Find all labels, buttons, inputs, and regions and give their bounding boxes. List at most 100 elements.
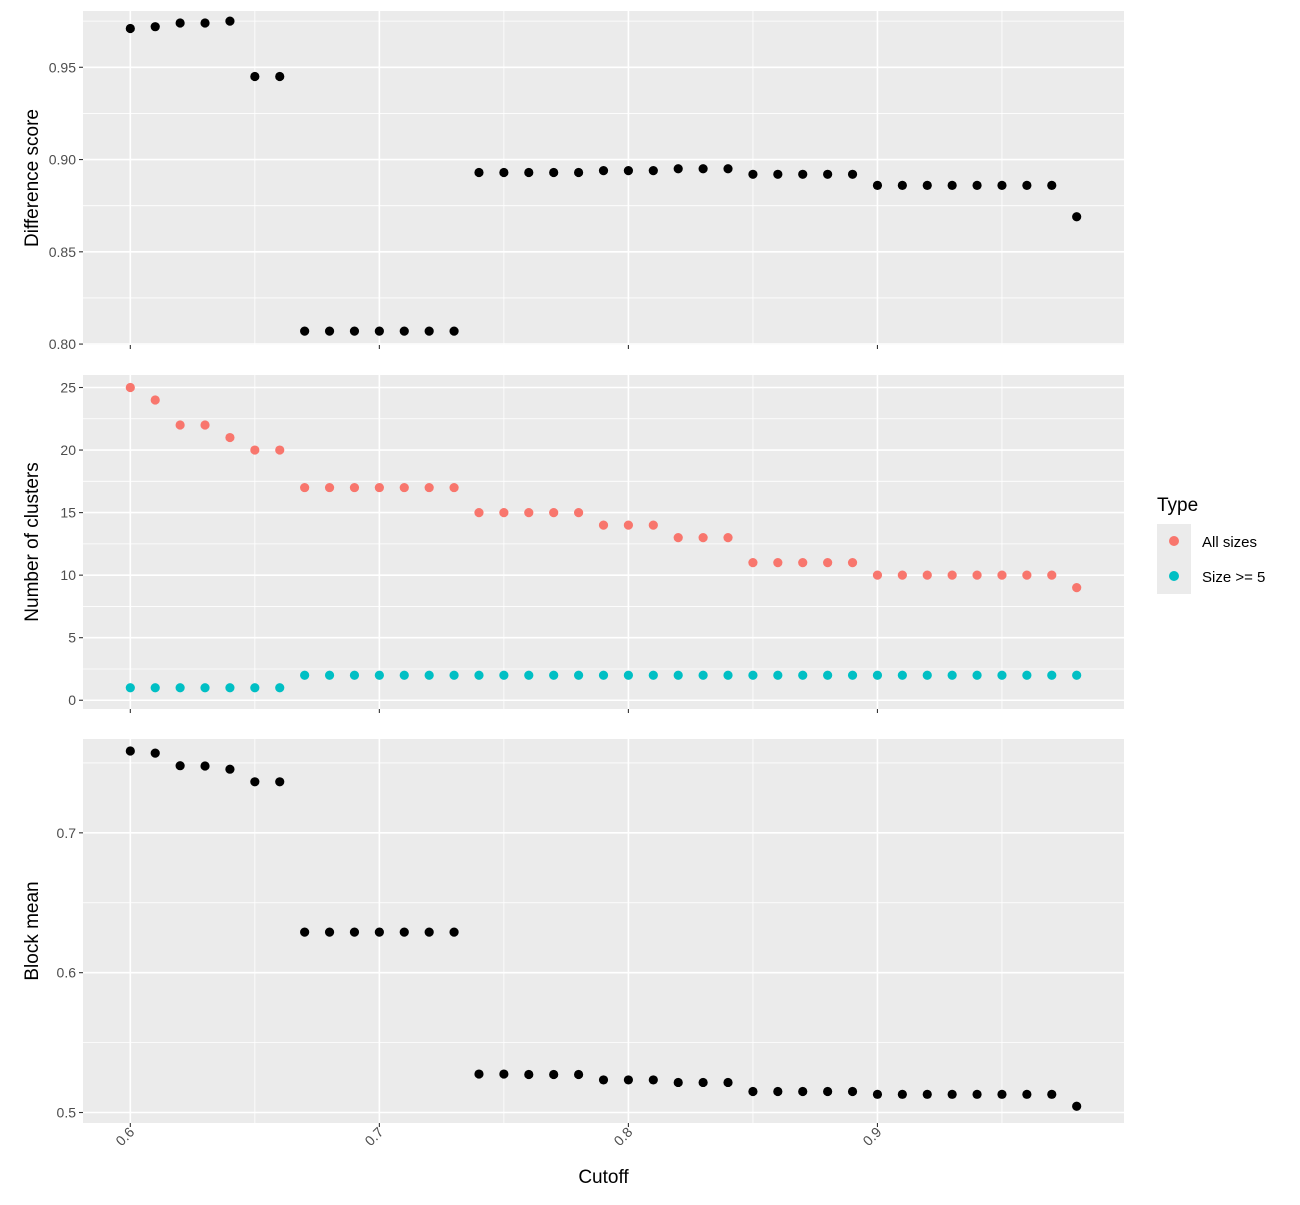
data-point bbox=[1047, 670, 1057, 680]
data-point bbox=[897, 670, 907, 680]
data-point bbox=[449, 326, 459, 336]
data-point bbox=[773, 169, 783, 179]
data-point bbox=[424, 482, 434, 493]
data-point bbox=[847, 558, 858, 568]
data-point bbox=[549, 167, 559, 178]
data-point bbox=[399, 927, 409, 937]
data-point bbox=[275, 71, 285, 82]
data-point bbox=[524, 670, 534, 680]
data-point bbox=[225, 16, 235, 26]
data-point bbox=[1072, 1101, 1082, 1111]
data-point bbox=[947, 670, 957, 680]
data-point bbox=[399, 326, 409, 336]
data-point bbox=[598, 166, 609, 176]
data-point bbox=[424, 670, 434, 680]
data-point bbox=[499, 508, 509, 518]
data-point bbox=[573, 1069, 584, 1080]
data-point bbox=[723, 533, 733, 543]
data-point bbox=[125, 23, 135, 34]
data-point bbox=[723, 164, 733, 174]
x-tick-label: 0.7 bbox=[361, 1124, 386, 1149]
data-point bbox=[823, 1086, 833, 1097]
panel-background bbox=[83, 739, 1124, 1123]
data-point bbox=[524, 167, 534, 178]
data-point bbox=[598, 520, 609, 530]
y-axis-title: Number of clusters bbox=[22, 462, 43, 621]
data-point bbox=[623, 166, 634, 176]
data-point bbox=[324, 326, 335, 336]
data-point bbox=[524, 508, 534, 518]
data-point bbox=[200, 420, 210, 430]
y-tick-label: 0.80 bbox=[49, 336, 76, 352]
data-point bbox=[673, 164, 683, 174]
data-point bbox=[474, 167, 484, 178]
data-point bbox=[972, 670, 982, 680]
data-point bbox=[922, 1089, 932, 1099]
data-point bbox=[623, 1075, 634, 1085]
data-point bbox=[673, 1077, 683, 1088]
y-tick-label: 15 bbox=[60, 505, 76, 521]
data-point bbox=[573, 508, 584, 518]
x-tick-label: 0.6 bbox=[112, 1124, 137, 1149]
data-point bbox=[549, 670, 559, 680]
data-point bbox=[798, 558, 808, 568]
data-point bbox=[823, 670, 833, 680]
data-point bbox=[698, 164, 708, 174]
data-point bbox=[1047, 180, 1057, 190]
data-point bbox=[947, 1089, 957, 1099]
legend-label-all-sizes: All sizes bbox=[1202, 534, 1257, 551]
y-tick-label: 10 bbox=[60, 567, 76, 583]
data-point bbox=[823, 169, 833, 179]
y-tick-label: 20 bbox=[60, 442, 76, 458]
data-point bbox=[872, 180, 883, 190]
data-point bbox=[723, 1077, 733, 1088]
data-point bbox=[125, 382, 135, 393]
data-point bbox=[225, 764, 235, 774]
series-series bbox=[125, 746, 1082, 1111]
legend-title: Type bbox=[1157, 495, 1198, 516]
data-point bbox=[324, 482, 335, 493]
data-point bbox=[1072, 670, 1082, 680]
data-point bbox=[648, 520, 658, 530]
data-point bbox=[698, 670, 708, 680]
data-point bbox=[300, 326, 310, 336]
series-all-sizes bbox=[125, 382, 1082, 593]
data-point bbox=[499, 670, 509, 680]
data-point bbox=[598, 670, 609, 680]
data-point bbox=[997, 670, 1007, 680]
data-point bbox=[449, 482, 459, 493]
panel-3: 0.5 0.6 0.7 Block mean bbox=[22, 739, 1124, 1127]
panel-background bbox=[83, 11, 1124, 345]
data-point bbox=[1047, 570, 1057, 580]
data-point bbox=[374, 670, 384, 680]
data-point bbox=[125, 746, 135, 756]
data-point bbox=[847, 670, 858, 680]
data-point bbox=[474, 670, 484, 680]
panel-background bbox=[83, 375, 1124, 709]
data-point bbox=[200, 18, 210, 28]
legend-key-background bbox=[1157, 524, 1191, 594]
data-point bbox=[200, 683, 210, 693]
y-tick-label: 0.85 bbox=[49, 244, 76, 260]
data-point bbox=[349, 482, 360, 493]
data-point bbox=[897, 1089, 907, 1099]
data-point bbox=[748, 1086, 758, 1097]
data-point bbox=[175, 18, 185, 28]
data-point bbox=[773, 558, 783, 568]
data-point bbox=[698, 1077, 708, 1088]
y-tick-label: 0.5 bbox=[57, 1105, 77, 1121]
panel-2: 0 5 10 15 20 25 Number of clusters bbox=[22, 375, 1124, 713]
data-point bbox=[648, 1075, 658, 1085]
data-point bbox=[549, 508, 559, 518]
y-tick-label: 0.95 bbox=[49, 59, 76, 75]
data-point bbox=[499, 167, 509, 178]
legend-key-size-ge5 bbox=[1169, 571, 1179, 581]
data-point bbox=[997, 1089, 1007, 1099]
y-axis-title: Difference score bbox=[22, 109, 43, 247]
data-point bbox=[524, 1069, 534, 1080]
data-point bbox=[349, 927, 360, 937]
data-point bbox=[175, 761, 185, 771]
data-point bbox=[947, 180, 957, 190]
